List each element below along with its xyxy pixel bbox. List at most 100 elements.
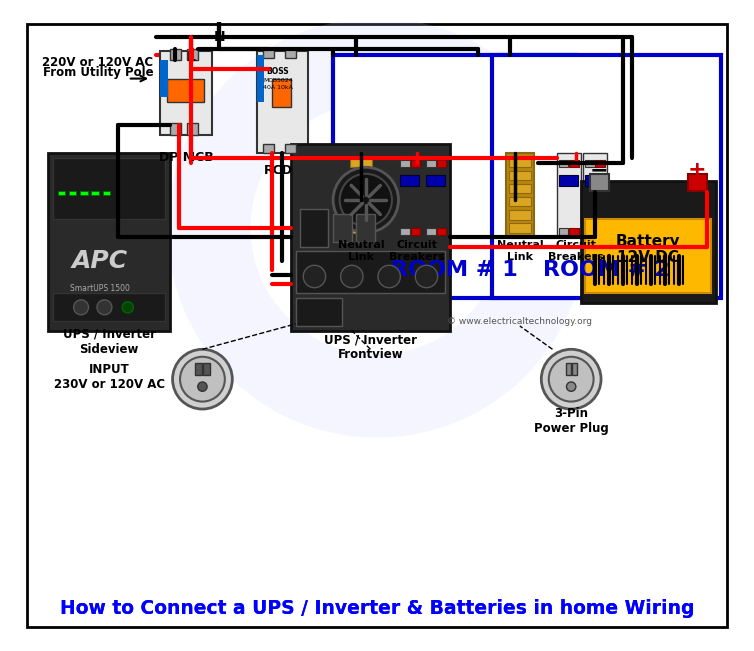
Text: ROOM # 2: ROOM # 2 — [543, 260, 670, 280]
Bar — [53, 158, 165, 219]
Text: Circuit
Breakers: Circuit Breakers — [389, 240, 445, 262]
Bar — [186, 124, 198, 135]
Bar — [509, 171, 531, 180]
Circle shape — [173, 350, 232, 409]
Bar — [161, 60, 168, 97]
Bar — [186, 49, 198, 60]
Bar — [585, 174, 604, 186]
Text: How to Connect a UPS / Inverter & Batteries in home Wiring: How to Connect a UPS / Inverter & Batter… — [60, 600, 694, 618]
Text: MCB5024: MCB5024 — [263, 78, 293, 83]
Circle shape — [333, 167, 398, 232]
Circle shape — [97, 300, 112, 315]
Circle shape — [549, 357, 593, 402]
Bar — [350, 210, 372, 219]
Bar — [256, 55, 264, 102]
Bar — [170, 49, 181, 60]
Bar — [400, 159, 409, 167]
Circle shape — [541, 350, 601, 409]
Bar — [69, 191, 76, 195]
Text: How to Connect a UPS / Inverter & Batteries in home Wiring: How to Connect a UPS / Inverter & Batter… — [60, 600, 694, 618]
Text: BOSS: BOSS — [267, 66, 290, 76]
Bar — [506, 153, 534, 237]
Bar — [596, 159, 605, 167]
Text: UPS / Inverter
Sideview: UPS / Inverter Sideview — [63, 328, 155, 356]
Bar — [284, 49, 296, 58]
Bar — [300, 209, 329, 247]
Bar — [170, 124, 181, 135]
Bar — [350, 197, 372, 206]
Bar — [48, 153, 170, 331]
Circle shape — [339, 174, 392, 226]
Text: 3-Pin
Power Plug: 3-Pin Power Plug — [534, 407, 608, 435]
Bar — [357, 214, 375, 242]
Bar — [585, 219, 711, 294]
Bar — [585, 228, 594, 236]
Circle shape — [122, 301, 133, 313]
Text: +: + — [688, 160, 706, 180]
Bar — [58, 191, 65, 195]
Bar — [427, 228, 436, 236]
Bar — [350, 184, 372, 193]
Bar — [509, 158, 531, 167]
Bar — [53, 294, 165, 322]
Bar — [688, 174, 706, 191]
Bar — [590, 174, 608, 191]
Bar — [559, 228, 569, 236]
Bar — [272, 79, 291, 107]
Text: 12V DC: 12V DC — [618, 251, 679, 266]
Bar — [256, 51, 308, 153]
Bar — [585, 159, 594, 167]
Bar — [437, 228, 446, 236]
Bar — [572, 363, 577, 374]
Bar — [161, 51, 212, 135]
Bar — [581, 181, 716, 303]
Circle shape — [303, 266, 326, 288]
Bar — [263, 49, 274, 58]
Circle shape — [341, 266, 363, 288]
Bar — [509, 223, 531, 232]
Text: 40A 10kA: 40A 10kA — [263, 85, 293, 90]
Bar — [350, 158, 372, 167]
Bar — [333, 55, 576, 298]
Bar — [167, 79, 204, 102]
Text: Neutral
Link: Neutral Link — [497, 240, 543, 262]
Bar — [427, 174, 445, 186]
Bar — [296, 251, 445, 294]
Bar — [398, 153, 421, 237]
Bar — [437, 159, 446, 167]
Bar — [425, 153, 448, 237]
Bar — [204, 363, 210, 374]
Bar — [91, 191, 99, 195]
Text: 220V or 120V AC: 220V or 120V AC — [42, 56, 154, 69]
Text: SmartUPS 1500: SmartUPS 1500 — [70, 284, 130, 293]
Text: © www.electricaltechnology.org: © www.electricaltechnology.org — [447, 317, 593, 326]
Text: Battery: Battery — [616, 234, 681, 249]
Text: N: N — [213, 29, 225, 44]
Text: APC: APC — [72, 249, 128, 273]
Bar — [596, 228, 605, 236]
Bar — [400, 174, 419, 186]
Bar — [350, 171, 372, 180]
Bar — [263, 144, 274, 153]
Bar — [557, 153, 581, 237]
Bar — [569, 228, 578, 236]
Bar — [569, 159, 578, 167]
Text: L: L — [187, 50, 196, 64]
Bar — [566, 363, 572, 374]
Bar — [296, 298, 342, 326]
Text: Circuit
Breakers: Circuit Breakers — [548, 240, 604, 262]
Bar — [291, 144, 450, 331]
Circle shape — [198, 382, 207, 391]
Text: ROOM # 1: ROOM # 1 — [391, 260, 518, 280]
Text: −: − — [590, 160, 608, 180]
Bar — [492, 55, 721, 298]
Bar — [411, 228, 420, 236]
Circle shape — [415, 266, 437, 288]
Text: INPUT
230V or 120V AC: INPUT 230V or 120V AC — [54, 363, 164, 391]
Bar — [333, 214, 352, 242]
Bar — [195, 363, 201, 374]
Circle shape — [74, 300, 88, 315]
Bar — [411, 159, 420, 167]
Bar — [103, 191, 110, 195]
Text: DP MCB: DP MCB — [159, 152, 214, 165]
